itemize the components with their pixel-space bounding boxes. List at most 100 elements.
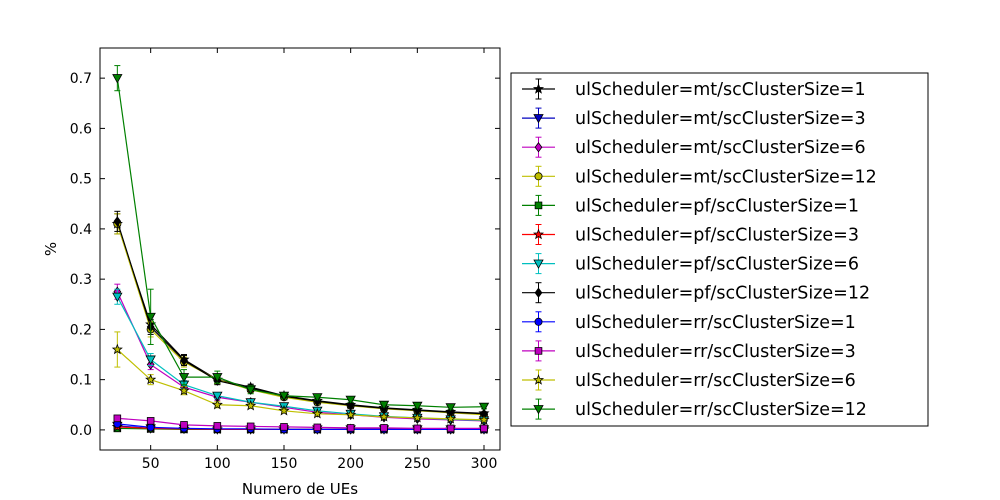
data-point	[413, 424, 422, 433]
legend-marker	[534, 201, 543, 210]
legend-entry: ulScheduler=pf/scClusterSize=6	[522, 253, 859, 275]
y-axis-label: %	[42, 242, 60, 256]
data-point	[378, 400, 390, 411]
data-point	[280, 423, 288, 431]
data-point	[145, 355, 156, 365]
data-point	[313, 423, 322, 432]
data-point	[278, 391, 290, 402]
plot-series	[111, 65, 490, 435]
series-12	[112, 65, 490, 413]
axes: 50 100 150 200 250 300 0.0 0.1 0.2 0.3 0.4 0.5 0.6 0.…	[70, 48, 500, 472]
series-line	[117, 417, 484, 429]
y-tick-label: 0.2	[70, 322, 92, 338]
y-tick-label: 0.1	[70, 373, 92, 389]
series-line	[116, 78, 485, 408]
legend-entry: ulScheduler=rr/scClusterSize=3	[522, 340, 856, 362]
legend-marker	[534, 142, 543, 153]
data-point	[212, 391, 223, 402]
series-line	[116, 223, 485, 416]
series-11	[111, 331, 490, 425]
series-line	[116, 221, 485, 415]
series-1	[111, 213, 490, 419]
series-line	[117, 423, 484, 430]
legend-marker	[534, 347, 543, 355]
data-point	[112, 292, 123, 303]
legend-entry: ulScheduler=mt/scClusterSize=12	[522, 165, 877, 187]
series-line	[116, 296, 485, 421]
legend-label: ulScheduler=mt/scClusterSize=6	[575, 138, 866, 158]
legend-marker	[534, 317, 543, 326]
data-point	[478, 402, 490, 413]
data-point	[312, 393, 323, 403]
legend-label: ulScheduler=rr/scClusterSize=3	[575, 342, 856, 362]
x-tick-label: 200	[337, 456, 364, 472]
legend-box	[510, 72, 929, 427]
data-point	[311, 407, 323, 419]
series-4	[113, 213, 488, 419]
legend-label: ulScheduler=pf/scClusterSize=6	[575, 255, 859, 275]
legend-entry: ulScheduler=pf/scClusterSize=3	[522, 224, 859, 246]
plot-area-frame	[99, 47, 501, 451]
data-point	[180, 421, 188, 429]
legend-entry: ulScheduler=pf/scClusterSize=12	[522, 282, 870, 304]
series-8	[113, 210, 488, 419]
legend-entry: ulScheduler=mt/scClusterSize=6	[522, 136, 866, 158]
data-point	[380, 424, 388, 432]
legend-label: ulScheduler=mt/scClusterSize=3	[575, 109, 866, 129]
data-point	[113, 216, 122, 227]
data-point	[480, 424, 488, 433]
data-point	[411, 412, 423, 423]
series-7	[112, 288, 490, 426]
data-point	[246, 422, 255, 431]
data-point	[213, 422, 222, 430]
x-tick-label: 100	[204, 456, 231, 472]
y-tick-label: 0.7	[70, 71, 92, 87]
data-point	[278, 404, 290, 416]
legend-entry: ulScheduler=rr/scClusterSize=6	[522, 369, 856, 391]
data-point	[146, 417, 155, 425]
legend-entry: ulScheduler=rr/scClusterSize=12	[522, 398, 867, 420]
data-point	[445, 403, 456, 413]
data-point	[146, 423, 155, 432]
data-point	[211, 398, 223, 410]
data-point	[245, 385, 256, 396]
x-tick-label: 150	[271, 456, 298, 472]
legend-entry: ulScheduler=mt/scClusterSize=1	[522, 78, 866, 100]
legend-label: ulScheduler=mt/scClusterSize=1	[575, 80, 866, 100]
series-line	[116, 291, 485, 422]
x-tick-label: 300	[471, 456, 498, 472]
x-tick-label: 250	[404, 456, 431, 472]
series-3	[113, 283, 488, 427]
legend-label: ulScheduler=mt/scClusterSize=12	[575, 167, 877, 187]
data-point	[345, 395, 356, 406]
legend-marker	[533, 405, 544, 415]
data-point	[346, 424, 355, 432]
data-point	[378, 410, 390, 422]
data-point	[178, 373, 190, 383]
data-point	[412, 401, 423, 412]
data-point	[111, 343, 123, 355]
y-tick-label: 0.6	[70, 121, 92, 137]
data-point	[245, 399, 257, 411]
x-axis-label: Numero de UEs	[242, 480, 358, 498]
legend-label: ulScheduler=rr/scClusterSize=6	[575, 371, 856, 391]
legend-label: ulScheduler=pf/scClusterSize=1	[575, 196, 859, 216]
y-tick-label: 0.5	[70, 172, 92, 188]
legend-marker	[532, 83, 545, 94]
legend-marker	[532, 374, 545, 385]
data-point	[145, 312, 156, 323]
series-10	[113, 414, 488, 433]
data-point	[345, 408, 357, 420]
legend-marker	[534, 172, 543, 181]
data-point	[113, 414, 122, 423]
data-point	[212, 373, 223, 383]
series-line	[116, 349, 485, 421]
legend-label: ulScheduler=rr/scClusterSize=1	[575, 313, 856, 333]
data-point	[478, 414, 490, 425]
data-point	[178, 384, 190, 396]
legend-entry: ulScheduler=rr/scClusterSize=1	[522, 311, 856, 333]
y-tick-label: 0.0	[70, 423, 92, 439]
legend: ulScheduler=mt/scClusterSize=1 ulSchedule…	[510, 72, 929, 427]
series-line	[116, 223, 485, 414]
y-tick-label: 0.4	[70, 222, 92, 238]
